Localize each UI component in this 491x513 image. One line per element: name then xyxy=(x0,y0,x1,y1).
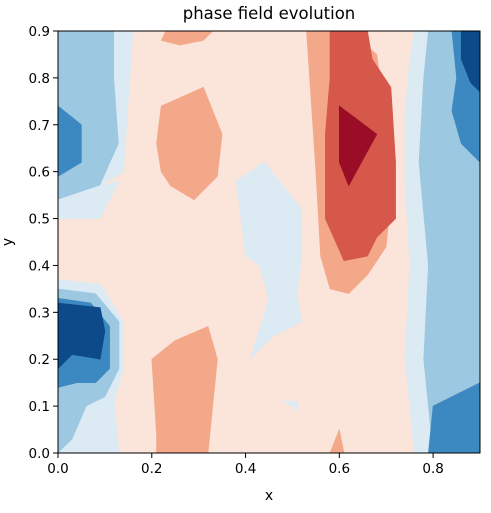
x-tick-label: 0.8 xyxy=(422,461,443,477)
x-tick-label: 0.6 xyxy=(329,461,350,477)
y-tick-label: 0.6 xyxy=(29,165,50,181)
y-tick-label: 0.3 xyxy=(29,305,50,321)
y-axis-label: y xyxy=(0,238,16,246)
contour-region-level-3 xyxy=(58,180,120,219)
contour-region-level-0 xyxy=(460,31,480,93)
chart-title: phase field evolution xyxy=(183,4,356,23)
contour-region-level-1 xyxy=(58,105,82,177)
y-tick-label: 0.0 xyxy=(29,446,50,462)
x-tick-label: 0.0 xyxy=(47,461,68,477)
contour-region-level-3 xyxy=(235,161,303,360)
y-tick-label: 0.1 xyxy=(29,399,50,415)
y-tick-label: 0.7 xyxy=(29,118,50,134)
contour-region-level-3 xyxy=(282,401,298,412)
x-axis-label: x xyxy=(265,488,273,504)
contour-region-level-5 xyxy=(160,31,214,46)
contour-region-level-5 xyxy=(156,86,223,201)
contour-region-level-5 xyxy=(329,428,345,453)
y-tick-label: 0.8 xyxy=(29,71,50,87)
y-axis-ticks: 0.0 0.1 0.2 0.3 0.4 0.5 0.6 0.7 0.8 0.9 xyxy=(29,24,58,462)
x-tick-label: 0.4 xyxy=(235,461,256,477)
plot-area xyxy=(57,30,481,454)
contour-regions xyxy=(58,31,480,453)
contour-region-level-5 xyxy=(151,325,218,453)
contour-region-level-1 xyxy=(428,382,480,453)
y-tick-label: 0.4 xyxy=(29,258,50,274)
y-tick-label: 0.2 xyxy=(29,352,50,368)
x-axis-ticks: 0.0 0.2 0.4 0.6 0.8 xyxy=(47,453,444,477)
contour-region-level-0 xyxy=(58,302,106,370)
y-tick-label: 0.9 xyxy=(29,24,50,40)
x-tick-label: 0.2 xyxy=(141,461,162,477)
plot-frame xyxy=(57,30,481,454)
y-tick-label: 0.5 xyxy=(29,212,50,228)
contour-region-level-7 xyxy=(338,105,378,187)
